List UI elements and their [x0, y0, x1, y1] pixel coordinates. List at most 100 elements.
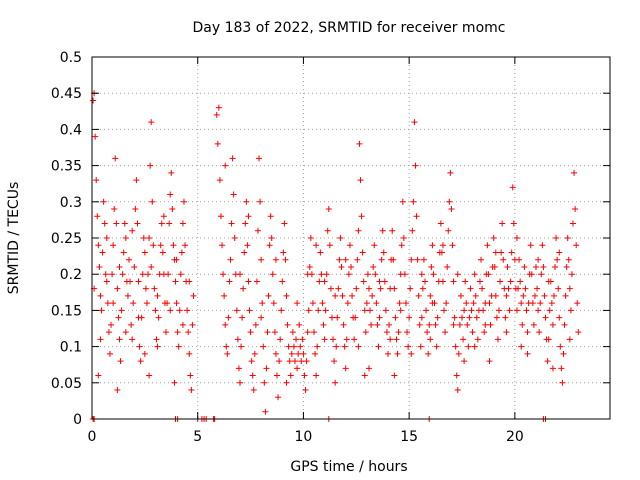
data-point [396, 300, 403, 307]
data-point [251, 350, 258, 357]
data-point [445, 227, 452, 234]
data-point [271, 329, 278, 336]
data-point [528, 271, 535, 278]
data-point [173, 256, 180, 263]
axis-ticks [91, 56, 610, 420]
data-point [536, 329, 543, 336]
data-point [369, 292, 376, 299]
data-point [474, 336, 481, 343]
data-point [325, 206, 332, 213]
data-point [150, 242, 157, 249]
data-point [459, 314, 465, 321]
data-point [544, 358, 551, 365]
data-point [531, 292, 538, 299]
data-point [535, 307, 542, 314]
data-point [549, 365, 556, 372]
data-point [174, 329, 181, 336]
data-point [524, 350, 531, 357]
data-point [101, 220, 108, 227]
data-point [327, 285, 334, 292]
data-point [222, 321, 229, 328]
data-point [307, 235, 314, 241]
data-point [510, 220, 517, 227]
data-point [323, 271, 330, 278]
data-point [467, 285, 474, 292]
data-point [226, 278, 233, 285]
data-point [111, 206, 118, 213]
data-point [472, 292, 479, 299]
data-point [253, 278, 260, 285]
data-point [355, 343, 362, 350]
data-point [509, 184, 516, 191]
data-point [419, 285, 426, 292]
data-point [227, 256, 234, 263]
data-point [318, 271, 325, 278]
data-point [503, 292, 510, 299]
data-point [185, 329, 192, 336]
data-point [380, 249, 387, 256]
data-point [299, 336, 306, 343]
data-point [451, 314, 458, 321]
data-point [231, 235, 238, 241]
data-point [552, 263, 559, 270]
data-point [373, 300, 380, 307]
data-point [466, 314, 473, 321]
data-point [361, 372, 368, 379]
data-point [148, 119, 155, 126]
data-point [238, 343, 245, 350]
data-point [353, 285, 360, 292]
data-point [260, 343, 267, 350]
data-point [346, 242, 353, 249]
data-point [108, 321, 115, 328]
data-point [134, 220, 141, 227]
data-point [96, 263, 103, 270]
data-point [449, 242, 456, 249]
data-point [557, 343, 564, 350]
data-point [222, 162, 229, 169]
data-point [245, 213, 252, 220]
data-point [129, 227, 136, 234]
data-point [383, 329, 390, 336]
data-point [116, 336, 123, 343]
data-point [115, 314, 122, 321]
data-point [263, 365, 270, 372]
data-point [116, 263, 123, 270]
data-point [497, 278, 504, 285]
data-point [313, 242, 320, 249]
data-point [397, 307, 404, 314]
data-point [249, 372, 256, 379]
data-point [333, 343, 340, 350]
data-point [320, 321, 327, 328]
data-point [455, 350, 462, 357]
data-point [229, 155, 236, 162]
data-point [442, 329, 449, 336]
data-point [128, 321, 135, 328]
data-point [242, 220, 249, 227]
data-point [342, 365, 349, 372]
data-point [110, 300, 117, 307]
data-point [478, 256, 485, 263]
x-tick-label: 15 [400, 429, 418, 445]
data-point [237, 271, 243, 278]
data-point [476, 278, 483, 285]
data-point [221, 292, 228, 299]
data-point [460, 336, 467, 343]
data-point [301, 372, 308, 379]
data-point [280, 249, 287, 256]
data-point [172, 278, 179, 285]
x-tick-labels: 0 5 10 15 20 [88, 429, 524, 445]
data-point [562, 292, 569, 299]
data-point [105, 329, 112, 336]
data-point [304, 329, 311, 336]
data-point [490, 235, 497, 241]
data-point [539, 242, 546, 249]
data-point [416, 321, 423, 328]
data-point [468, 307, 475, 314]
data-point [122, 235, 129, 241]
data-point [548, 300, 555, 307]
data-point [395, 329, 402, 336]
data-point [140, 235, 147, 241]
data-point [145, 271, 152, 278]
data-point [452, 343, 459, 350]
data-point [312, 350, 319, 357]
